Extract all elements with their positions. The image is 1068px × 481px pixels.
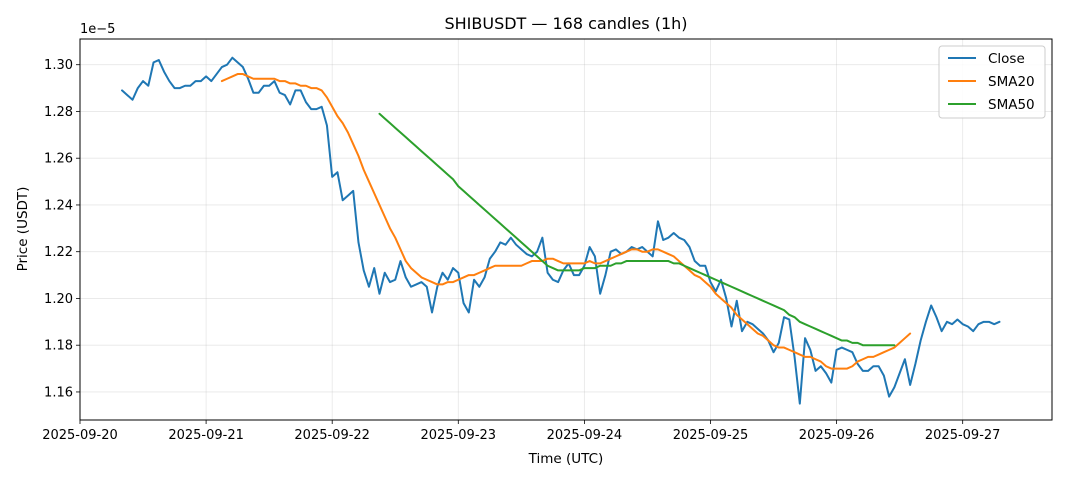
y-tick-label: 1.30 [44,58,73,73]
axis-ticks: 2025-09-20 2025-09-21 2025-09-22 2025-09-23… [42,58,1000,443]
x-tick-label: 2025-09-24 [547,428,623,443]
y-axis-multiplier: 1e−5 [80,22,115,37]
x-tick-label: 2025-09-27 [925,428,1001,443]
chart-title: SHIBUSDT — 168 candles (1h) [444,14,687,33]
series-line-close [121,56,1001,405]
y-axis-label: Price (USDT) [15,187,31,272]
y-tick-label: 1.24 [44,198,73,213]
y-tick-label: 1.22 [44,245,73,260]
x-tick-label: 2025-09-23 [421,428,497,443]
x-tick-label: 2025-09-21 [168,428,244,443]
x-tick-label: 2025-09-20 [42,428,118,443]
y-tick-label: 1.18 [44,339,73,354]
series-lines [121,56,1001,405]
x-axis-label: Time (UTC) [528,451,604,467]
legend-box [938,45,1046,119]
legend-label-close: Close [988,51,1025,67]
y-tick-label: 1.28 [44,105,73,120]
y-tick-label: 1.16 [44,385,73,400]
y-tick-label: 1.20 [44,292,73,307]
y-tick-label: 1.26 [44,152,73,167]
x-tick-label: 2025-09-26 [799,428,875,443]
plot-frame [79,38,1053,421]
series-line-sma20 [220,73,912,370]
legend-label-sma20: SMA20 [988,74,1035,90]
x-tick-label: 2025-09-25 [673,428,749,443]
x-tick-label: 2025-09-22 [294,428,370,443]
legend-label-sma50: SMA50 [988,97,1035,113]
series-line-sma50 [378,112,896,347]
legend: Close SMA20 SMA50 [938,45,1046,119]
